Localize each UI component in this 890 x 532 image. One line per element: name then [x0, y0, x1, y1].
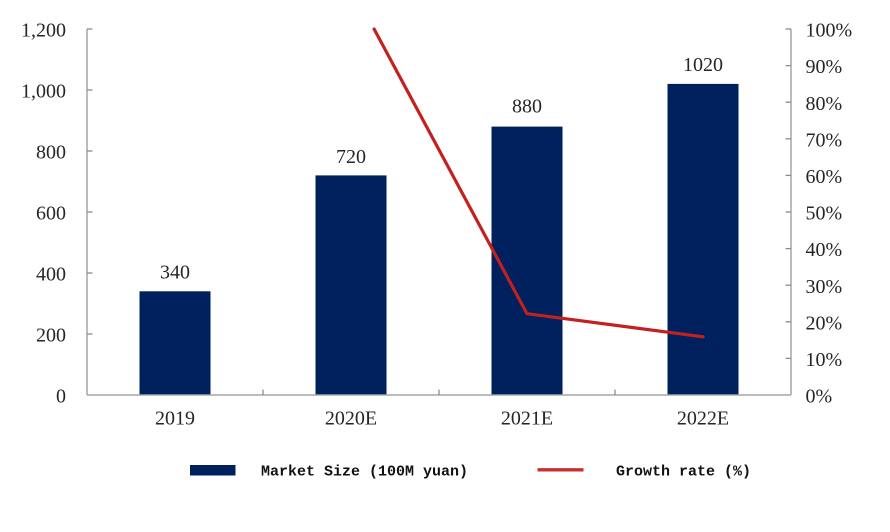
svg-text:0: 0 [56, 386, 66, 408]
svg-text:200: 200 [36, 325, 66, 347]
svg-text:10%: 10% [806, 349, 843, 371]
svg-text:1,200: 1,200 [21, 20, 66, 42]
svg-text:30%: 30% [806, 276, 843, 298]
svg-text:0%: 0% [806, 386, 833, 408]
svg-text:600: 600 [36, 203, 66, 225]
svg-text:90%: 90% [806, 56, 843, 78]
svg-text:40%: 40% [806, 239, 843, 261]
svg-text:50%: 50% [806, 203, 843, 225]
svg-text:1,000: 1,000 [21, 81, 66, 103]
svg-text:400: 400 [36, 264, 66, 286]
svg-text:70%: 70% [806, 129, 843, 151]
svg-text:Growth rate (%): Growth rate (%) [616, 464, 751, 481]
svg-text:800: 800 [36, 142, 66, 164]
svg-text:880: 880 [512, 96, 542, 118]
svg-text:720: 720 [336, 146, 366, 168]
svg-text:2022E: 2022E [677, 408, 729, 430]
svg-text:2020E: 2020E [325, 408, 377, 430]
svg-text:20%: 20% [806, 312, 843, 334]
svg-text:2021E: 2021E [501, 408, 553, 430]
svg-text:60%: 60% [806, 166, 843, 188]
svg-text:340: 340 [160, 262, 190, 284]
svg-text:100%: 100% [806, 20, 853, 42]
svg-text:1020: 1020 [683, 54, 723, 76]
svg-text:Market Size (100M yuan): Market Size (100M yuan) [261, 464, 468, 481]
svg-text:2019: 2019 [155, 408, 195, 430]
svg-text:80%: 80% [806, 93, 843, 115]
